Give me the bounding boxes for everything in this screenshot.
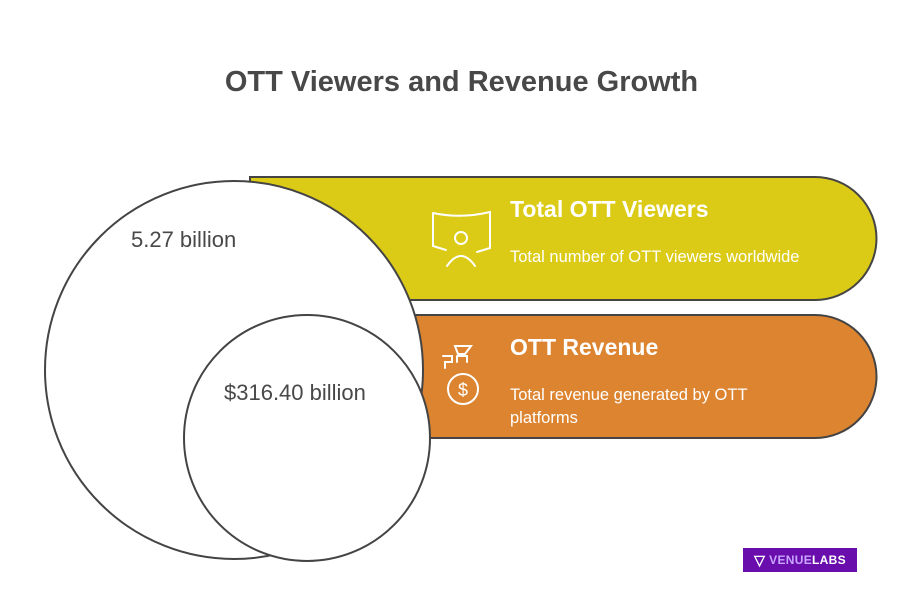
logo-text-venue: VENUE [769, 553, 813, 567]
venuelabs-logo: ▽ VENUE LABS [743, 548, 857, 572]
viewers-heading: Total OTT Viewers [510, 196, 709, 222]
svg-text:$: $ [458, 380, 468, 400]
logo-text-labs: LABS [812, 553, 846, 567]
inner-circle-value: $316.40 billion [224, 380, 366, 405]
viewer-screen-icon [432, 210, 491, 267]
outer-circle-value: 5.27 billion [131, 227, 237, 252]
page-title: OTT Viewers and Revenue Growth [224, 66, 699, 98]
money-bag-icon: $ [442, 345, 479, 405]
logo-v-icon: ▽ [754, 551, 766, 568]
viewers-band [249, 176, 878, 301]
inner-circle [183, 314, 431, 562]
viewers-description: Total number of OTT viewers worldwide [510, 248, 800, 266]
revenue-description: Total revenue generated by OTT platforms [510, 386, 748, 427]
revenue-heading: OTT Revenue [510, 334, 659, 360]
